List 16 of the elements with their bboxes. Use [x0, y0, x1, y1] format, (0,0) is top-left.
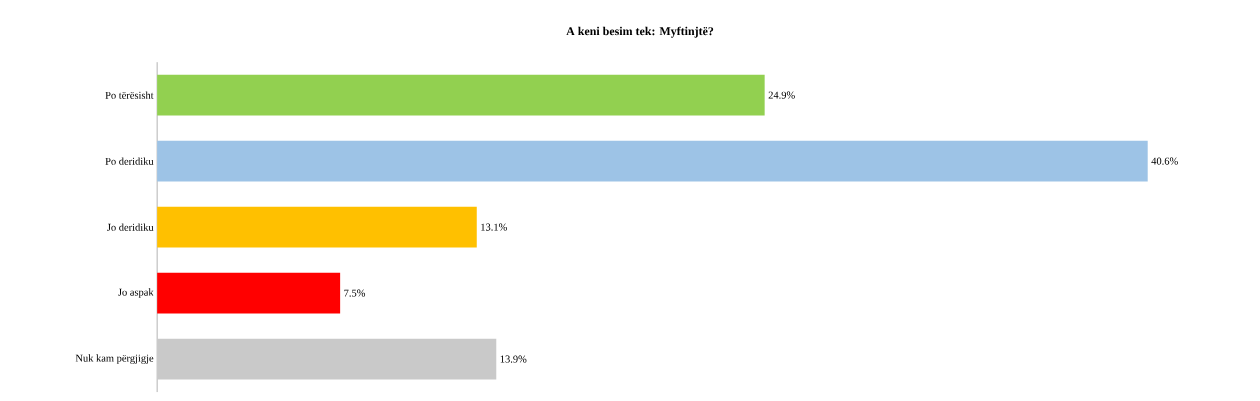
y-tick-label: Po tërësisht — [105, 91, 154, 99]
bar — [157, 272, 341, 314]
y-tick-label: Jo deridiku — [107, 223, 154, 231]
data-label: 13.1% — [481, 223, 507, 231]
data-label: 24.9% — [768, 91, 795, 99]
bar — [157, 206, 477, 248]
chart-title: A keni besim tek: Myftinjtë? — [566, 26, 714, 38]
data-label: 13.9% — [500, 355, 527, 363]
bar — [157, 338, 497, 380]
data-label: 40.6% — [1151, 157, 1178, 165]
bar — [157, 140, 1148, 182]
data-label: 7.5% — [344, 289, 366, 297]
bar — [157, 74, 765, 116]
y-tick-label: Nuk kam përgjigje — [75, 354, 154, 364]
y-tick-label: Jo aspak — [118, 288, 154, 298]
y-tick-label: Po deridiku — [105, 157, 154, 165]
